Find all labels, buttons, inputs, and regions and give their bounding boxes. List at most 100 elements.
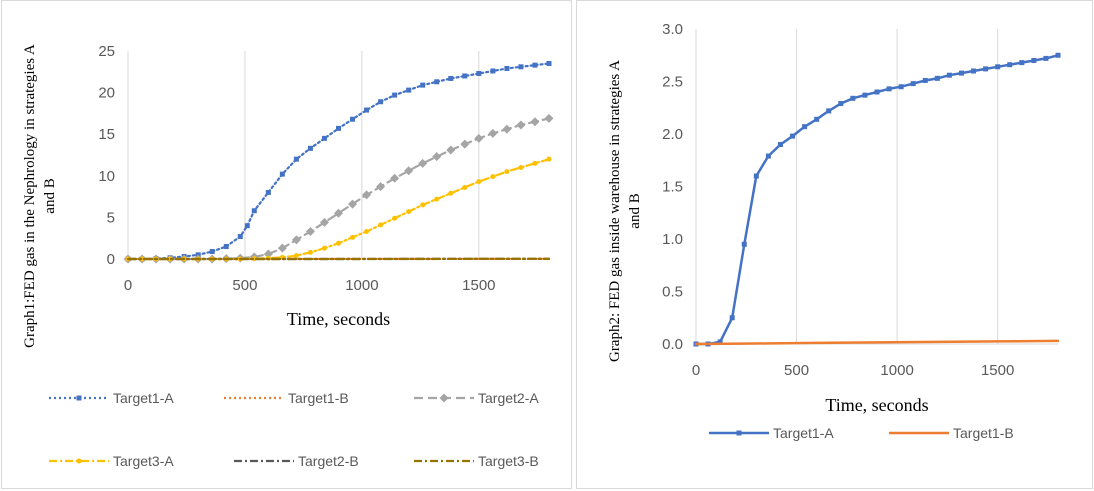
chart-2-data-point-target1-a xyxy=(922,77,928,83)
chart-1-legend-label-target3-b: Target3-B xyxy=(478,453,539,469)
chart-1-data-point-target1-a xyxy=(279,171,285,177)
chart-1-data-point-target2-a xyxy=(516,120,526,130)
chart-2-svg: 0 500 1000 1500 0.0 0.5 1.0 1.5 2.0 2.5 3.0 Time, s… xyxy=(607,21,1061,441)
chart-1-data-point-target2-a xyxy=(305,227,315,237)
chart-2-data-point-target1-a xyxy=(910,81,916,87)
chart-2-data-point-target1-a xyxy=(983,66,989,72)
chart-2-series-line-target1-a xyxy=(694,54,1060,346)
chart-1-data-point-target2-a xyxy=(277,243,287,253)
chart-2-y-tick-label: 2.5 xyxy=(662,74,683,91)
chart-1-x-tick-label: 1000 xyxy=(345,277,378,294)
chart-1-data-point-target1-a xyxy=(223,244,229,250)
chart-1-data-point-target2-a xyxy=(404,166,414,176)
chart-2-data-point-target1-a xyxy=(1043,55,1049,61)
chart-2-data-point-target1-a xyxy=(886,86,892,92)
chart-1-data-point-target3-a xyxy=(378,222,384,228)
chart-2-x-axis-title: Time, seconds xyxy=(825,395,928,415)
chart-1-legend-label-target1-b: Target1-B xyxy=(288,390,349,406)
chart-1-legend-marker-target2-a xyxy=(439,393,449,403)
chart-panel-1: 0 500 1000 1500 0 5 10 15 20 25 Time, seconds Graph… xyxy=(1,0,572,489)
chart-2-data-point-target1-a xyxy=(958,70,964,76)
chart-1-data-point-target1-a xyxy=(244,223,250,229)
chart-1-series-target1-a xyxy=(125,60,552,262)
chart-2-legend-label-target1-a: Target1-A xyxy=(773,425,834,441)
chart-1-data-point-target1-a xyxy=(364,107,370,113)
chart-2-data-point-target1-a xyxy=(1055,52,1061,58)
chart-2-y-tick-label: 1.5 xyxy=(662,179,683,196)
chart-1-legend-item-target2-b: Target2-B xyxy=(234,453,359,469)
chart-1-data-point-target1-a xyxy=(307,145,313,151)
chart-2-data-point-target1-a xyxy=(741,241,747,247)
chart-2-series-target1-b xyxy=(694,339,1060,346)
chart-2-data-point-target1-a xyxy=(838,101,844,107)
chart-2-y-tick-label: 3.0 xyxy=(662,21,683,38)
chart-1-data-point-target3-a xyxy=(293,253,299,259)
chart-1-data-point-target1-a xyxy=(532,62,538,68)
chart-1-data-point-target1-a xyxy=(476,70,482,76)
chart-2-legend-item-target1-a: Target1-A xyxy=(709,425,834,441)
chart-1-data-point-target1-a xyxy=(336,125,341,131)
chart-1-legend-marker-target1-a xyxy=(76,395,82,401)
chart-1-data-point-target1-a xyxy=(378,99,384,105)
chart-1-y-tick-label: 25 xyxy=(98,43,115,60)
chart-2-y-axis-title: Graph2: FED gas inside warehouse in stra… xyxy=(607,60,623,362)
chart-2-data-point-target1-a xyxy=(826,108,832,114)
chart-1-legend-label-target2-b: Target2-B xyxy=(298,453,359,469)
chart-1-y-tick-label: 15 xyxy=(98,126,115,143)
chart-1-data-point-target1-a xyxy=(420,82,426,88)
chart-2-x-tick-label: 1500 xyxy=(981,362,1014,379)
chart-2-y-tick-label: 0.5 xyxy=(662,284,683,301)
chart-1-data-point-target1-a xyxy=(490,68,496,74)
chart-2-data-point-target1-a xyxy=(1031,58,1037,63)
chart-1-data-point-target1-a xyxy=(293,156,299,162)
chart-1-legend-marker-target3-a xyxy=(76,458,82,464)
chart-2-y-tick-label: 2.0 xyxy=(662,126,683,143)
chart-2-data-point-target1-a xyxy=(777,142,783,147)
chart-2-data-point-target1-a xyxy=(802,124,808,130)
chart-panel-2: 0 500 1000 1500 0.0 0.5 1.0 1.5 2.0 2.5 3.0 Time, s… xyxy=(576,0,1093,489)
chart-1-data-point-target2-a xyxy=(291,235,301,245)
chart-1-data-point-target2-a xyxy=(376,182,386,192)
chart-1-data-point-target2-a xyxy=(263,249,273,259)
chart-2-legend-item-target1-b: Target1-B xyxy=(889,425,1014,441)
chart-2-data-point-target1-a xyxy=(765,153,771,159)
chart-1-data-point-target2-a xyxy=(488,128,498,138)
chart-1-data-point-target1-a xyxy=(546,60,552,66)
chart-1-data-point-target3-a xyxy=(504,169,510,175)
chart-2-data-point-target1-a xyxy=(1019,60,1025,66)
chart-1-svg: 0 500 1000 1500 0 5 10 15 20 25 Time, seconds Graph… xyxy=(22,43,554,469)
chart-1-data-point-target2-a xyxy=(460,139,470,149)
chart-1-y-tick-label: 20 xyxy=(98,85,115,102)
chart-1-x-tick-label: 0 xyxy=(124,277,132,294)
chart-1-y-axis-title: and B xyxy=(42,178,58,213)
chart-2-data-point-target1-a xyxy=(790,133,796,139)
chart-2-data-point-target1-a xyxy=(971,68,977,74)
chart-1-x-axis-title: Time, seconds xyxy=(287,309,390,329)
chart-1-data-point-target2-a xyxy=(418,158,428,168)
chart-1-data-point-target3-a xyxy=(532,160,538,166)
chart-2-legend-marker-target1-a xyxy=(736,430,742,436)
chart-2-data-point-target1-a xyxy=(729,315,735,321)
chart-1-y-tick-label: 0 xyxy=(107,251,115,268)
chart-1-data-point-target3-a xyxy=(321,245,327,251)
chart-1-data-point-target2-a xyxy=(446,145,456,155)
chart-1-data-point-target1-a xyxy=(237,234,243,240)
chart-2-data-point-target1-a xyxy=(862,92,868,98)
chart-2-x-tick-label: 0 xyxy=(692,362,700,379)
chart-2-x-tick-label: 1000 xyxy=(880,362,913,379)
chart-2-x-tick-label: 500 xyxy=(784,362,809,379)
chart-1-series-line-target2-a xyxy=(126,117,551,261)
chart-1-series-line-target1-a xyxy=(126,62,551,261)
chart-1-data-point-target3-a xyxy=(448,190,454,196)
chart-2-y-tick-label: 1.0 xyxy=(662,231,683,248)
chart-1-legend-label-target1-a: Target1-A xyxy=(113,390,174,406)
chart-1-data-point-target3-a xyxy=(364,229,370,235)
chart-1-data-point-target1-a xyxy=(392,92,398,98)
chart-1-y-axis-title: Graph1:FED gas in the Nephrology in stra… xyxy=(22,44,38,348)
chart-1-data-point-target3-a xyxy=(420,202,426,208)
chart-1-data-point-target3-a xyxy=(490,174,496,180)
chart-1-data-point-target3-a xyxy=(476,179,482,185)
chart-1-data-point-target1-a xyxy=(504,65,510,71)
chart-1-y-tick-label: 5 xyxy=(107,209,115,226)
chart-2-data-point-target1-a xyxy=(898,84,904,90)
